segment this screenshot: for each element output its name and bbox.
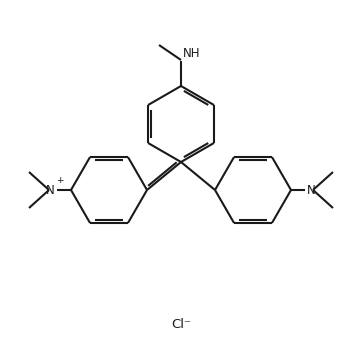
Text: NH: NH bbox=[183, 47, 200, 60]
Text: +: + bbox=[56, 176, 64, 185]
Text: N: N bbox=[46, 183, 55, 196]
Text: Cl⁻: Cl⁻ bbox=[171, 318, 191, 331]
Text: N: N bbox=[307, 183, 316, 196]
